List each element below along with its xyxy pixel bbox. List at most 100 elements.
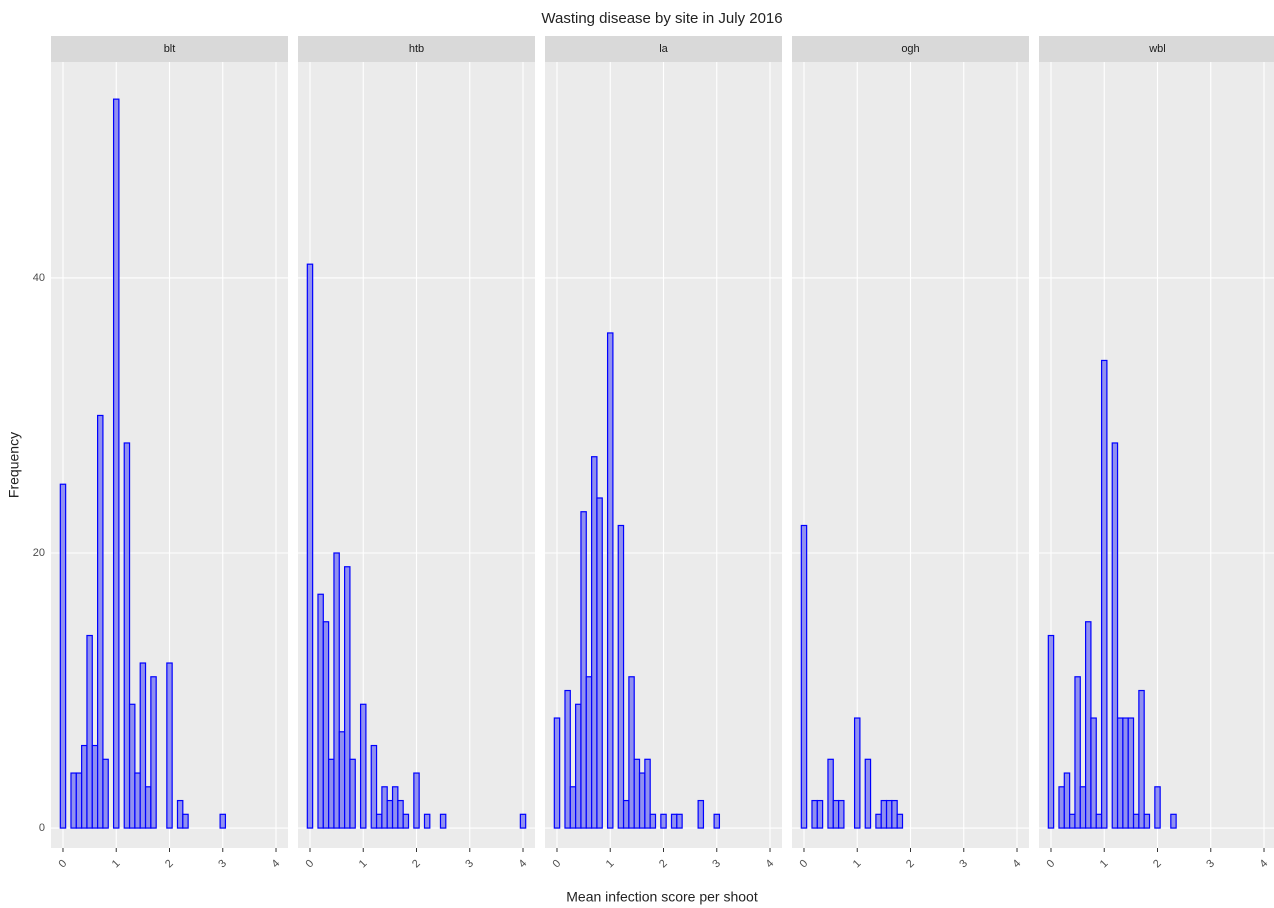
bar [875,813,882,829]
bar [97,414,104,829]
bar [1116,717,1124,829]
bar [1085,621,1092,829]
bar [575,703,582,829]
bar [381,786,388,829]
bar [591,456,598,829]
bar [359,703,367,829]
bar [1132,813,1140,829]
bar [1100,359,1108,829]
x-tick-label: 4 [764,858,777,871]
bar [176,799,184,829]
bar [660,813,667,829]
bar [402,813,410,829]
bar [1111,442,1119,829]
bar [1127,717,1135,829]
bar [676,813,683,829]
x-tick-label: 1 [851,858,864,871]
bar [811,799,818,829]
bar [134,772,141,829]
x-tick-label: 4 [270,858,283,871]
x-tick-label: 3 [216,858,229,871]
bar [1063,772,1071,829]
bar [838,799,845,829]
bar [564,689,571,829]
bar [1047,634,1055,829]
bar [306,263,314,829]
strip [51,36,288,62]
bar [553,717,561,829]
x-tick-label: 3 [710,858,723,871]
x-tick-label: 0 [551,858,564,871]
bar [439,813,447,829]
x-tick-label: 0 [304,858,317,871]
bar [880,799,888,829]
bar [628,676,635,829]
x-tick-label: 2 [1151,858,1164,871]
bar [697,799,705,829]
bar [1090,717,1097,829]
x-tick-label: 2 [163,858,176,871]
x-axis-label: Mean infection score per shoot [566,889,758,905]
x-tick-label: 4 [517,858,530,871]
bar [375,813,383,829]
strip [545,36,782,62]
bar [1074,676,1081,829]
bar [75,772,83,829]
bar [816,799,824,829]
bar [344,566,351,829]
bar [144,786,152,829]
bar [1170,813,1177,829]
bar [139,662,147,829]
x-tick-label: 1 [110,858,123,871]
bar [1143,813,1151,829]
bar [166,662,173,829]
bar [1122,717,1129,829]
bar [864,758,872,829]
y-axis-label: Frequency [6,432,22,498]
chart-title: Wasting disease by site in July 2016 [541,10,782,27]
x-tick-label: 2 [904,858,917,871]
bar [150,676,157,829]
x-tick-label: 3 [1204,858,1217,871]
x-tick-label: 0 [798,858,811,871]
bar [1138,689,1145,829]
x-tick-label: 3 [463,858,476,871]
bar [1095,813,1103,829]
facet-title: htb [409,43,424,55]
bar [670,813,678,829]
bar [182,813,189,829]
x-tick-label: 1 [604,858,617,871]
strip [298,36,535,62]
bar [569,786,577,829]
bar [328,758,335,829]
bar [1079,786,1087,829]
x-tick-label: 1 [357,858,370,871]
bar [827,758,834,829]
x-tick-label: 3 [957,858,970,871]
bar [1058,786,1065,829]
bar [638,772,646,829]
bar [891,799,898,829]
bar [832,799,840,829]
facet-title: blt [164,43,176,55]
bar [123,442,131,829]
strip [1039,36,1274,62]
x-tick-label: 4 [1258,858,1271,871]
facet-title: ogh [901,43,919,55]
bar [617,524,625,829]
bar [219,813,227,829]
panel [1039,62,1274,848]
bar [333,552,340,829]
bar [585,676,593,829]
bar [644,758,651,829]
facet-title: wbl [1148,43,1166,55]
bar [896,813,904,829]
x-tick-label: 4 [1011,858,1024,871]
y-tick-label: 0 [39,822,45,834]
x-tick-label: 2 [410,858,423,871]
bar [1069,813,1076,829]
bar [70,772,77,829]
bar [1154,786,1161,829]
strip [792,36,1029,62]
